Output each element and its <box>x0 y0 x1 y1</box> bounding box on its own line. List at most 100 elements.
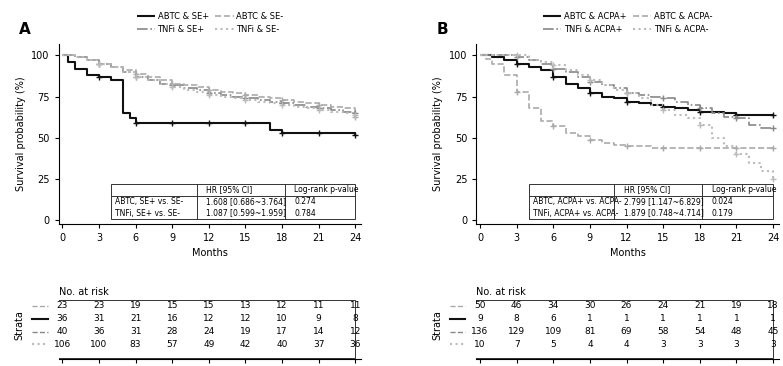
TNFi & SE- <box>338 109 348 114</box>
Text: 36: 36 <box>349 340 361 349</box>
TNFi & SE+ <box>82 58 92 63</box>
ABTC & ACPA+ <box>646 103 655 107</box>
TNFi & SE+ <box>168 81 177 86</box>
TNFi & ACPA- <box>683 113 692 117</box>
TNFi & SE- <box>253 98 262 102</box>
Bar <box>529 184 773 219</box>
Text: 0.274: 0.274 <box>294 197 316 206</box>
Line: ABTC & ACPA-: ABTC & ACPA- <box>480 56 773 148</box>
TNFi & SE- <box>155 78 164 82</box>
ABTC & SE- <box>70 55 79 59</box>
Text: 10: 10 <box>474 340 485 349</box>
ABTC & ACPA+ <box>744 113 753 117</box>
Text: 19: 19 <box>731 301 742 310</box>
TNFi & ACPA+ <box>475 53 485 58</box>
ABTC & SE+ <box>277 127 287 132</box>
TNFi & SE+ <box>192 86 201 91</box>
TNFi & SE- <box>277 103 287 107</box>
TNFi & SE+ <box>351 111 360 115</box>
ABTC & ACPA- <box>610 142 619 147</box>
ABTC & ACPA+ <box>585 91 594 96</box>
TNFi & ACPA- <box>683 116 692 120</box>
TNFi & ACPA- <box>488 53 497 58</box>
TNFi & SE- <box>58 53 67 58</box>
ABTC & SE- <box>180 81 189 86</box>
TNFi & ACPA- <box>622 91 631 96</box>
Text: 36: 36 <box>93 327 105 336</box>
TNFi & SE+ <box>106 65 116 69</box>
TNFi & ACPA- <box>561 63 570 68</box>
Text: 40: 40 <box>276 340 288 349</box>
TNFi & ACPA- <box>536 58 546 63</box>
Text: 83: 83 <box>130 340 142 349</box>
ABTC & ACPA- <box>482 57 491 61</box>
Text: 30: 30 <box>584 301 596 310</box>
ABTC & SE+ <box>131 121 140 125</box>
Bar <box>111 184 355 219</box>
ABTC & SE- <box>168 78 177 82</box>
Text: 36: 36 <box>56 314 68 323</box>
ABTC & ACPA- <box>597 137 607 142</box>
ABTC & ACPA+ <box>744 113 753 117</box>
Text: 12: 12 <box>203 314 215 323</box>
Text: 15: 15 <box>167 301 178 310</box>
ABTC & ACPA+ <box>549 75 558 79</box>
ABTC & SE- <box>229 90 238 94</box>
TNFi & ACPA- <box>695 123 705 127</box>
TNFi & SE- <box>253 100 262 104</box>
ABTC & SE+ <box>119 78 128 82</box>
Text: 46: 46 <box>511 301 522 310</box>
Text: 54: 54 <box>694 327 705 336</box>
TNFi & SE- <box>204 90 214 94</box>
TNFi & ACPA- <box>731 144 741 149</box>
TNFi & SE- <box>192 90 201 94</box>
Text: 34: 34 <box>547 301 559 310</box>
Text: 1.879 [0.748~4.714]: 1.879 [0.748~4.714] <box>624 209 704 217</box>
ABTC & SE- <box>155 75 164 79</box>
ABTC & SE+ <box>204 121 214 125</box>
TNFi & SE- <box>94 61 103 66</box>
Text: ABTC, ACPA+ vs. ACPA-: ABTC, ACPA+ vs. ACPA- <box>532 197 621 206</box>
TNFi & SE+ <box>314 106 323 111</box>
Text: 1: 1 <box>770 314 776 323</box>
Text: 17: 17 <box>276 327 288 336</box>
TNFi & ACPA- <box>597 78 607 82</box>
Text: TNFi, SE+ vs. SE-: TNFi, SE+ vs. SE- <box>115 209 180 217</box>
TNFi & SE+ <box>70 53 79 58</box>
ABTC & SE+ <box>168 121 177 125</box>
ABTC & ACPA- <box>671 146 680 150</box>
ABTC & SE- <box>82 55 92 59</box>
TNFi & SE+ <box>338 108 348 112</box>
TNFi & SE- <box>131 75 140 79</box>
ABTC & ACPA+ <box>536 65 546 69</box>
Legend: ABTC & ACPA+, TNFi & ACPA+, ABTC & ACPA-, TNFi & ACPA-: ABTC & ACPA+, TNFi & ACPA+, ABTC & ACPA-… <box>543 12 713 34</box>
ABTC & SE- <box>277 98 287 102</box>
TNFi & SE- <box>168 85 177 89</box>
ABTC & ACPA+ <box>683 106 692 111</box>
TNFi & SE- <box>204 93 214 97</box>
Text: 50: 50 <box>474 301 485 310</box>
ABTC & ACPA- <box>536 106 546 111</box>
TNFi & SE+ <box>290 103 299 107</box>
ABTC & ACPA- <box>731 146 741 150</box>
ABTC & ACPA+ <box>671 106 680 111</box>
Line: TNFi & ACPA+: TNFi & ACPA+ <box>480 56 773 128</box>
Text: 9: 9 <box>477 314 483 323</box>
ABTC & SE- <box>314 101 323 105</box>
TNFi & ACPA- <box>707 136 716 140</box>
ABTC & ACPA- <box>768 146 778 150</box>
TNFi & ACPA- <box>695 116 705 120</box>
Text: 37: 37 <box>313 340 324 349</box>
TNFi & ACPA+ <box>671 96 680 101</box>
Text: 81: 81 <box>584 327 596 336</box>
Text: 106: 106 <box>54 340 71 349</box>
Text: 13: 13 <box>240 301 251 310</box>
Text: A: A <box>20 22 31 37</box>
ABTC & ACPA- <box>610 141 619 145</box>
Text: TNFi, ACPA+ vs. ACPA-: TNFi, ACPA+ vs. ACPA- <box>532 209 618 217</box>
Text: 12: 12 <box>240 314 251 323</box>
Text: 1: 1 <box>734 314 739 323</box>
Line: ABTC & SE+: ABTC & SE+ <box>63 56 355 135</box>
ABTC & SE+ <box>58 53 67 58</box>
ABTC & SE- <box>253 93 262 97</box>
